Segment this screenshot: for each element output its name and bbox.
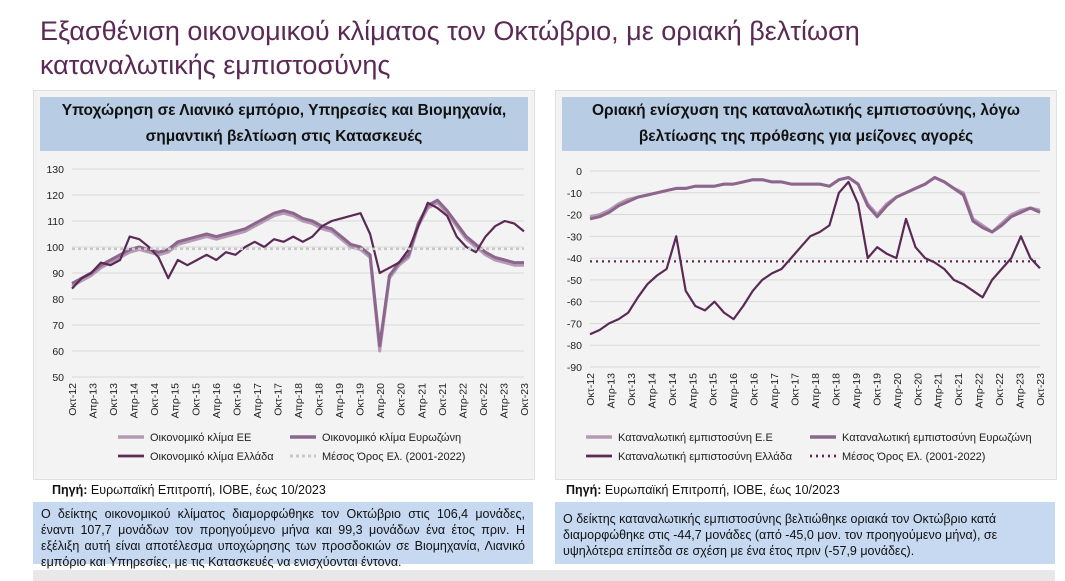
x-tick-label: Οκτ-12: [585, 373, 597, 406]
right-source-label: Πηγή:: [566, 483, 602, 497]
series-line: [71, 201, 524, 353]
x-tick-label: Οκτ-16: [231, 383, 243, 416]
y-tick-label: -60: [567, 297, 582, 309]
y-tick-label: -10: [567, 188, 582, 200]
x-tick-label: Οκτ-14: [149, 383, 161, 416]
x-tick-label: Απρ-13: [605, 373, 617, 409]
y-tick-label: -50: [567, 275, 582, 287]
legend-label: Οικονομικό κλίμα Ευρωζώνη: [322, 432, 461, 444]
x-tick-label: Οκτ-22: [478, 383, 490, 416]
legend-label: Οικονομικό κλίμα ΕΕ: [150, 432, 251, 444]
x-tick-label: Απρ-19: [851, 373, 863, 409]
y-tick-label: -20: [567, 210, 582, 222]
legend-label: Μέσος Όρος Ελ. (2001-2022): [322, 451, 465, 463]
x-tick-label: Οκτ-23: [1035, 373, 1047, 406]
x-tick-label: Οκτ-19: [355, 383, 367, 416]
x-tick-label: Απρ-15: [170, 383, 182, 419]
x-tick-label: Απρ-23: [1015, 373, 1027, 409]
x-tick-label: Απρ-22: [457, 383, 469, 419]
y-tick-label: -30: [567, 231, 582, 243]
x-tick-label: Απρ-16: [211, 383, 223, 419]
x-tick-label: Απρ-21: [933, 373, 945, 409]
series-line: [589, 176, 1041, 234]
legend-label: Καταναλωτική εμπιστοσύνη Ευρωζώνη: [842, 432, 1032, 444]
x-tick-label: Απρ-23: [498, 383, 510, 419]
series-line: [71, 198, 524, 348]
x-tick-label: Απρ-22: [974, 373, 986, 409]
y-tick-label: 120: [46, 190, 64, 202]
x-tick-label: Οκτ-15: [190, 383, 202, 416]
x-tick-label: Απρ-19: [334, 383, 346, 419]
x-tick-label: Απρ-16: [728, 373, 740, 409]
footer-bar: [33, 570, 1055, 581]
x-tick-label: Οκτ-22: [994, 373, 1006, 406]
y-tick-label: 0: [576, 166, 582, 178]
economic-climate-chart: 50 60 70 80 90 100 110 120 130 Οκτ-12 Απρ-13 Οκτ-13…: [46, 164, 531, 463]
y-tick-label: -80: [567, 340, 582, 352]
y-tick-label: 100: [46, 242, 64, 254]
x-tick-label: Απρ-14: [129, 383, 141, 419]
x-tick-label: Απρ-20: [375, 383, 387, 419]
page-title: Εξασθένιση οικονομικού κλίματος τον Οκτώ…: [40, 16, 860, 80]
x-tick-label: Απρ-18: [293, 383, 305, 419]
left-chart-heading: Υποχώρηση σε Λιανικό εμπόριο, Υπηρεσίες …: [40, 97, 528, 151]
right-source: Πηγή: Ευρωπαϊκή Επιτροπή, ΙΟΒΕ, έως 10/2…: [566, 483, 840, 497]
right-commentary: Ο δείκτης καταναλωτικής εμπιστοσύνης βελ…: [555, 502, 1055, 564]
legend-label: Μέσος Όρος Ελ. (2001-2022): [842, 451, 985, 463]
x-tick-label: Οκτ-21: [437, 383, 449, 416]
x-tick-label: Απρ-15: [687, 373, 699, 409]
x-tick-label: Οκτ-23: [519, 383, 531, 416]
legend-label: Καταναλωτική εμπιστοσύνη Ελλάδα: [618, 451, 793, 463]
x-tick-label: Οκτ-16: [749, 373, 761, 406]
x-tick-label: Οκτ-17: [790, 373, 802, 406]
y-tick-label: -90: [567, 362, 582, 374]
x-tick-label: Οκτ-18: [314, 383, 326, 416]
x-tick-label: Απρ-14: [646, 373, 658, 409]
x-tick-label: Απρ-21: [416, 383, 428, 419]
y-tick-label: 50: [52, 372, 64, 384]
x-tick-label: Απρ-17: [769, 373, 781, 409]
x-tick-label: Οκτ-17: [272, 383, 284, 416]
x-tick-label: Οκτ-18: [830, 373, 842, 406]
x-tick-label: Οκτ-20: [396, 383, 408, 416]
right-source-text: Ευρωπαϊκή Επιτροπή, ΙΟΒΕ, έως 10/2023: [601, 483, 840, 497]
x-tick-label: Απρ-17: [252, 383, 264, 419]
left-source-label: Πηγή:: [52, 483, 88, 497]
legend-label: Οικονομικό κλίμα Ελλάδα: [150, 451, 274, 463]
right-chart-panel: Οριακή ενίσχυση της καταναλωτικής εμπιστ…: [555, 90, 1057, 480]
legend-label: Καταναλωτική εμπιστοσύνη Ε.Ε: [618, 432, 773, 444]
x-tick-label: Οκτ-19: [871, 373, 883, 406]
left-commentary: Ο δείκτης οικονομικού κλίματος διαμορφώθ…: [33, 502, 533, 569]
x-tick-label: Οκτ-13: [108, 383, 120, 416]
left-chart-panel: Υποχώρηση σε Λιανικό εμπόριο, Υπηρεσίες …: [33, 90, 535, 480]
y-tick-label: -70: [567, 318, 582, 330]
y-tick-label: 80: [52, 294, 64, 306]
left-source: Πηγή: Ευρωπαϊκή Επιτροπή, ΙΟΒΕ, έως 10/2…: [52, 483, 326, 497]
x-tick-label: Οκτ-14: [667, 373, 679, 406]
x-tick-label: Οκτ-21: [953, 373, 965, 406]
y-tick-label: 60: [52, 346, 64, 358]
series-line: [589, 180, 1041, 336]
y-tick-label: -40: [567, 253, 582, 265]
x-tick-label: Οκτ-15: [708, 373, 720, 406]
right-chart-heading: Οριακή ενίσχυση της καταναλωτικής εμπιστ…: [562, 97, 1050, 151]
x-tick-label: Απρ-20: [892, 373, 904, 409]
x-tick-label: Απρ-18: [810, 373, 822, 409]
x-tick-label: Οκτ-12: [67, 383, 79, 416]
series-line: [71, 201, 525, 290]
left-source-text: Ευρωπαϊκή Επιτροπή, ΙΟΒΕ, έως 10/2023: [87, 483, 326, 497]
x-tick-label: Οκτ-13: [626, 373, 638, 406]
x-tick-label: Απρ-13: [88, 383, 100, 419]
y-tick-label: 90: [52, 268, 64, 280]
y-tick-label: 110: [47, 216, 64, 228]
series-line: [589, 176, 1041, 234]
x-tick-label: Οκτ-20: [912, 373, 924, 406]
y-tick-label: 70: [52, 320, 64, 332]
y-tick-label: 130: [46, 164, 64, 176]
